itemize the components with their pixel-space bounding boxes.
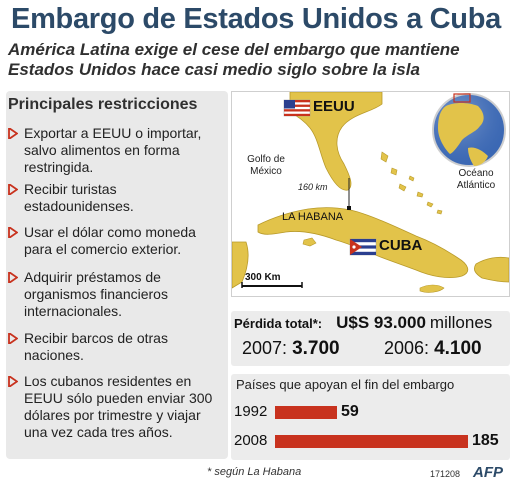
restriction-text: Usar el dólar como moneda para el comerc… bbox=[24, 224, 196, 257]
restriction-text: Recibir turistas estadounidenses. bbox=[24, 181, 134, 214]
loss-year-2006: 2006: 4.100 bbox=[384, 338, 482, 359]
loss-panel bbox=[231, 311, 510, 366]
support-value: 59 bbox=[341, 403, 359, 420]
restriction-text: Exportar a EEUU o importar, salvo alimen… bbox=[24, 125, 202, 175]
map-label-golfo: Golfo de México bbox=[247, 154, 285, 177]
cuba-flag-icon bbox=[349, 238, 377, 256]
support-title: Países que apoyan el fin del embargo bbox=[236, 377, 455, 392]
restriction-item: Exportar a EEUU o importar, salvo alimen… bbox=[8, 125, 226, 176]
footnote: * según La Habana bbox=[207, 466, 302, 478]
restriction-item: Usar el dólar como moneda para el comerc… bbox=[8, 224, 226, 258]
restriction-item: Recibir barcos de otras naciones. bbox=[8, 330, 198, 364]
support-bar bbox=[275, 406, 337, 419]
date-code: 171208 bbox=[430, 469, 461, 479]
restriction-text: Los cubanos residentes en EEUU sólo pued… bbox=[24, 373, 213, 440]
restriction-item: Adquirir préstamos de organismos financi… bbox=[8, 269, 226, 320]
support-year-label: 1992 bbox=[234, 403, 268, 420]
map-label-distance: 160 km bbox=[298, 182, 328, 192]
subtitle-line-1: América Latina exige el cese del embargo… bbox=[8, 40, 460, 59]
agency-logo: AFP bbox=[473, 464, 503, 481]
loss-label: Pérdida total*: bbox=[234, 316, 323, 331]
map-graphic bbox=[232, 92, 509, 293]
support-value: 185 bbox=[472, 432, 499, 449]
arrow-icon bbox=[8, 181, 22, 198]
loss-year-2007: 2007: 3.700 bbox=[242, 338, 340, 359]
map-scale-label: 300 Km bbox=[245, 272, 281, 283]
arrow-icon bbox=[8, 269, 22, 286]
restriction-item: Los cubanos residentes en EEUU sólo pued… bbox=[8, 373, 226, 441]
map-label-cuba: CUBA bbox=[379, 237, 423, 254]
usa-flag-icon bbox=[283, 99, 311, 117]
loss-unit: millones bbox=[429, 313, 493, 332]
support-year-label: 2008 bbox=[234, 432, 268, 449]
arrow-icon bbox=[8, 125, 22, 142]
caribbean-map: EEUU Golfo de México 160 km Océano Atlán… bbox=[231, 91, 510, 297]
map-label-oceano: Océano Atlántico bbox=[456, 168, 496, 191]
loss-total: Pérdida total*: U$S 93.000 millones bbox=[234, 313, 492, 333]
restriction-item: Recibir turistas estadounidenses. bbox=[8, 181, 226, 215]
arrow-icon bbox=[8, 224, 22, 241]
arrow-icon bbox=[8, 373, 22, 390]
subtitle-line-2: Estados Unidos hace casi medio siglo sob… bbox=[8, 60, 420, 79]
loss-amount: U$S 93.000 bbox=[336, 313, 426, 332]
arrow-icon bbox=[8, 330, 22, 347]
restrictions-title: Principales restricciones bbox=[8, 96, 198, 113]
page-title: Embargo de Estados Unidos a Cuba bbox=[0, 0, 512, 38]
map-label-habana: LA HABANA bbox=[282, 211, 344, 223]
restrictions-panel bbox=[6, 91, 228, 459]
map-label-eeuu: EEUU bbox=[313, 98, 355, 115]
subtitle: América Latina exige el cese del embargo… bbox=[8, 40, 508, 80]
restriction-text: Recibir barcos de otras naciones. bbox=[24, 330, 168, 363]
globe-inset-icon bbox=[432, 93, 506, 167]
restriction-text: Adquirir préstamos de organismos financi… bbox=[24, 269, 168, 319]
support-bar bbox=[275, 435, 468, 448]
